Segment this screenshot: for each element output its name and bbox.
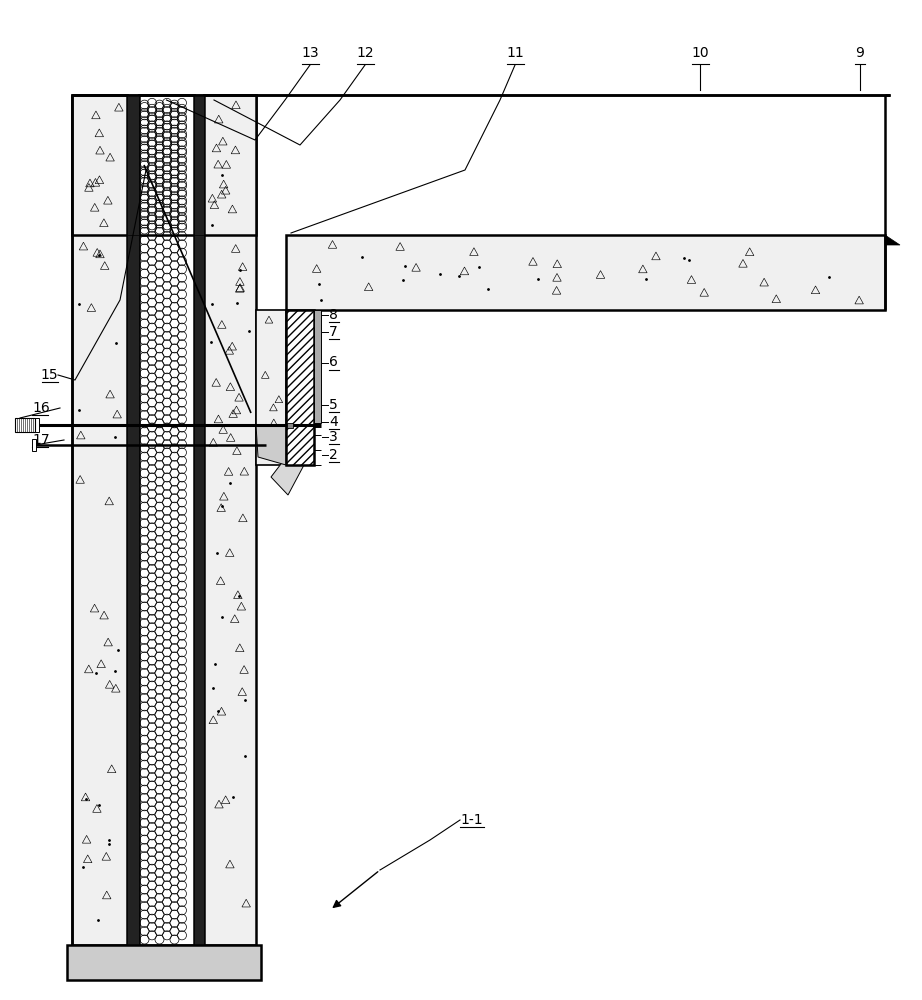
Point [242, 323, 256, 339]
Text: 5: 5 [329, 398, 337, 412]
Text: 7: 7 [329, 325, 337, 339]
Point [237, 692, 252, 708]
Point [237, 748, 252, 764]
Text: 10: 10 [692, 46, 709, 60]
Bar [194, 95, 204, 945]
Bar [72, 95, 127, 235]
Text: 6: 6 [329, 356, 337, 369]
Polygon shape [271, 450, 304, 495]
Text: 9: 9 [856, 46, 865, 60]
Polygon shape [885, 235, 900, 245]
Point [354, 249, 369, 265]
Point [313, 292, 328, 308]
Point [452, 268, 467, 284]
Text: 1-1: 1-1 [460, 813, 482, 827]
Point [396, 272, 410, 288]
Text: 12: 12 [356, 46, 373, 60]
Text: 13: 13 [301, 46, 319, 60]
Point [480, 281, 495, 297]
Bar [67, 945, 261, 980]
Point [639, 271, 654, 287]
Point [233, 262, 248, 278]
Text: 11: 11 [506, 46, 524, 60]
Text: 15: 15 [41, 368, 58, 382]
Bar [286, 310, 314, 465]
Bar [139, 95, 194, 945]
Text: 4: 4 [329, 415, 337, 429]
Point [102, 836, 117, 852]
Point [226, 789, 241, 805]
Point [72, 402, 87, 418]
Point [205, 296, 219, 312]
Bar [287, 422, 292, 428]
Point [471, 259, 486, 275]
Bar [256, 310, 286, 465]
Point [71, 296, 86, 312]
Point [681, 252, 696, 268]
Point [89, 665, 103, 681]
Bar [32, 440, 37, 450]
Point [90, 912, 105, 928]
Point [215, 498, 230, 514]
Point [91, 797, 106, 813]
Point [206, 680, 220, 696]
Point [215, 167, 230, 183]
Point [76, 859, 90, 875]
Text: 17: 17 [32, 433, 50, 447]
Point [208, 656, 223, 672]
Point [211, 703, 226, 719]
Bar [72, 95, 127, 945]
Point [822, 269, 836, 285]
Point [222, 475, 237, 491]
Bar [139, 95, 194, 235]
Point [101, 832, 116, 848]
Point [214, 609, 229, 625]
Point [109, 335, 124, 351]
Bar [314, 310, 321, 423]
Point [433, 266, 448, 282]
Text: 3: 3 [329, 430, 337, 444]
Point [205, 217, 219, 233]
Bar [194, 95, 204, 235]
Bar [127, 95, 139, 945]
Point [230, 295, 244, 311]
Point [231, 588, 246, 604]
Point [398, 258, 413, 274]
Point [91, 247, 106, 263]
Bar [34, 418, 39, 432]
Bar [204, 95, 256, 235]
Polygon shape [256, 425, 286, 465]
Text: 8: 8 [329, 308, 337, 322]
Point [677, 250, 692, 266]
Bar [204, 95, 256, 945]
Point [107, 663, 122, 679]
Point [204, 334, 219, 350]
Text: 16: 16 [32, 401, 50, 415]
Point [78, 791, 93, 807]
Bar [15, 418, 35, 432]
Point [112, 642, 126, 658]
Point [209, 545, 224, 561]
Point [108, 429, 123, 445]
Bar [127, 95, 139, 235]
Bar [286, 235, 885, 310]
Point [312, 276, 326, 292]
Point [531, 271, 546, 287]
Text: 2: 2 [329, 448, 337, 462]
